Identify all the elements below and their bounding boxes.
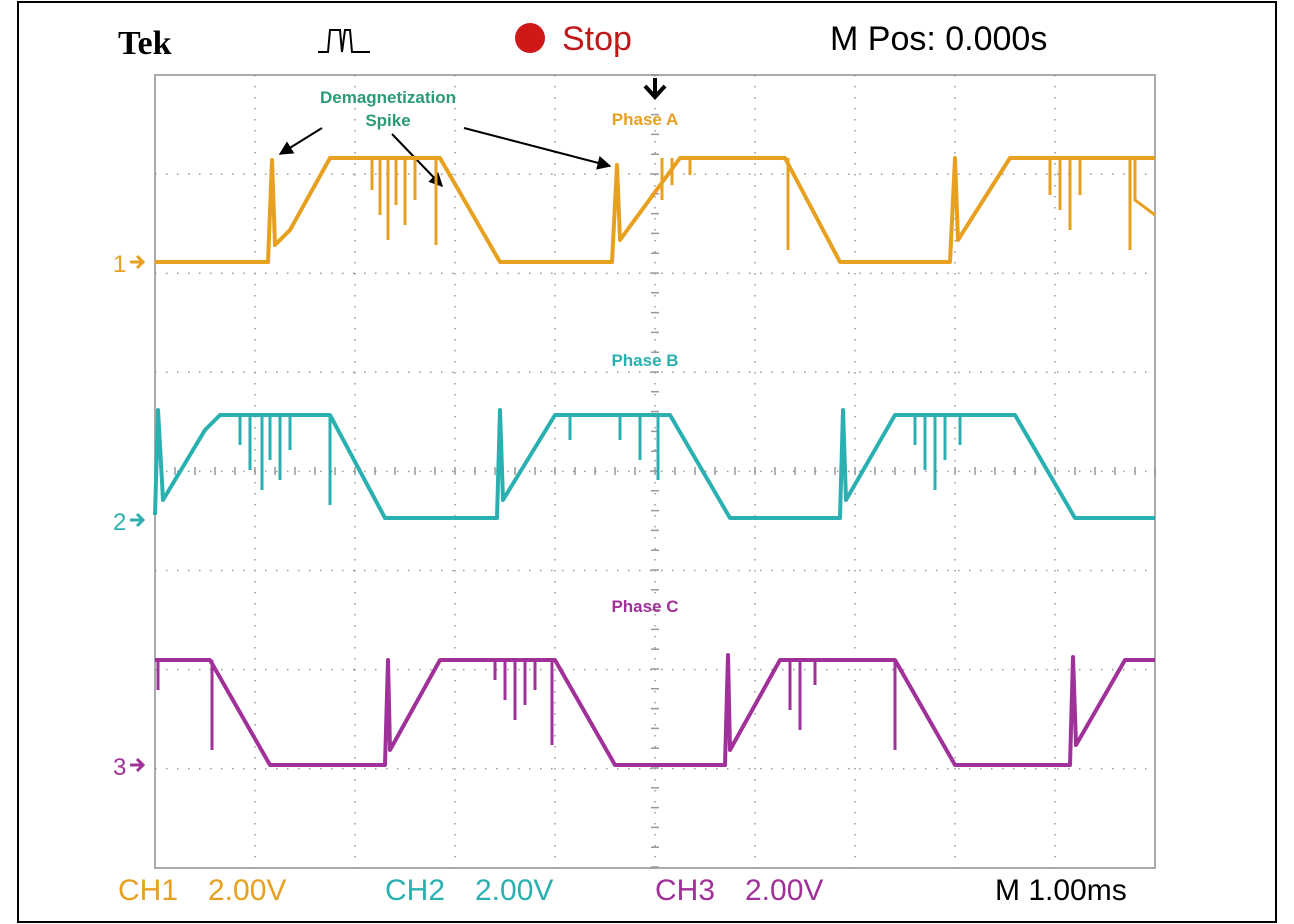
frame — [18, 2, 1276, 922]
channel-scale: 2.00V — [208, 874, 286, 907]
channel-marker: 3 — [113, 754, 126, 781]
scope-screen: Tek Stop M Pos: 0.000s Demagnetization S… — [0, 0, 1294, 924]
channel-marker: 1 — [113, 251, 126, 278]
marker-arrow — [130, 514, 143, 526]
stop-icon — [515, 23, 545, 53]
status: Stop — [562, 20, 632, 58]
brand: Tek — [118, 25, 172, 62]
channel-name: CH1 — [118, 874, 178, 907]
trace-b — [155, 410, 1155, 518]
channel-marker: 2 — [113, 509, 126, 536]
annotation-line: Demagnetization — [320, 88, 456, 107]
trace-label: Phase A — [612, 110, 678, 129]
channel-name: CH3 — [655, 874, 715, 907]
trigger-arrow — [645, 78, 665, 97]
channel-name: CH2 — [385, 874, 445, 907]
annotation-line: Spike — [365, 111, 410, 130]
trigger-icon — [318, 30, 370, 52]
trace-label: Phase B — [611, 351, 678, 370]
trace-label: Phase C — [611, 597, 678, 616]
marker-arrow — [130, 759, 143, 771]
channel-scale: 2.00V — [475, 874, 553, 907]
channel-scale: 2.00V — [745, 874, 823, 907]
timebase: M 1.00ms — [995, 874, 1127, 907]
position: M Pos: 0.000s — [830, 20, 1047, 58]
marker-arrow — [130, 256, 143, 268]
